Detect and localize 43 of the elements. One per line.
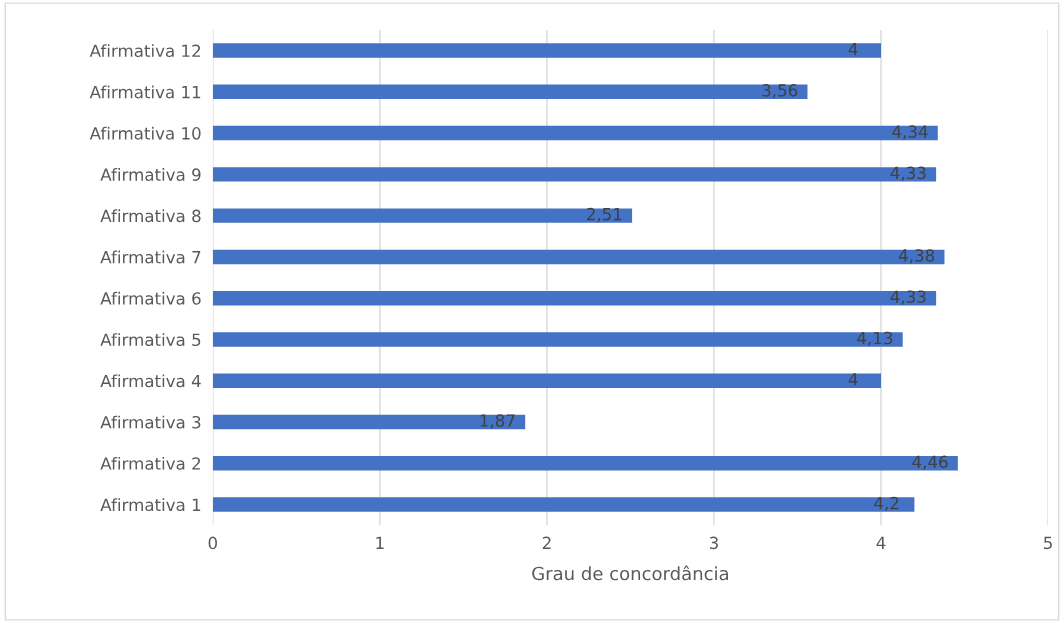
bar: [212, 208, 633, 223]
data-label: 3,56: [762, 84, 798, 99]
bar: [212, 414, 526, 430]
data-label: 4,46: [912, 455, 948, 470]
y-tick-label: Afirmativa 8: [100, 209, 201, 223]
x-tick-label: 1: [376, 536, 384, 549]
data-label: 4,33: [890, 290, 926, 305]
x-tick-label: 4: [876, 536, 886, 549]
y-tick-label: Afirmativa 9: [100, 168, 201, 181]
data-label: 4,2: [874, 496, 899, 512]
data-label: 4: [848, 373, 858, 386]
x-tick-label: 2: [542, 536, 551, 549]
bar: [212, 249, 945, 265]
y-tick-label: Afirmativa 7: [100, 250, 201, 264]
bar: [212, 84, 808, 100]
y-tick-label: Afirmativa 4: [100, 374, 201, 388]
data-label: 1,87: [480, 414, 515, 429]
x-tick-label: 3: [709, 536, 718, 550]
y-tick-label: Afirmativa 11: [89, 85, 201, 99]
bar: [212, 373, 881, 388]
bar: [212, 43, 881, 58]
y-tick-label: Afirmativa 3: [100, 415, 201, 429]
x-tick-label: 5: [1044, 536, 1052, 550]
data-label: 4,34: [892, 125, 928, 140]
bar: [212, 167, 937, 182]
bar: [212, 332, 903, 347]
y-tick-label: Afirmativa 12: [89, 44, 201, 58]
bar: [212, 456, 958, 471]
y-tick-label: Afirmativa 10: [89, 126, 201, 140]
data-label: 2,51: [586, 207, 622, 223]
bar: [212, 290, 937, 306]
x-axis-title: Grau de concordância: [532, 565, 728, 581]
y-tick-label: Afirmativa 1: [100, 498, 201, 512]
data-label: 4: [848, 42, 858, 56]
bar: [212, 125, 938, 141]
data-label: 4,33: [890, 166, 926, 181]
y-tick-label: Afirmativa 5: [100, 333, 201, 347]
y-tick-label: Afirmativa 2: [100, 456, 201, 470]
bar: [212, 497, 915, 512]
data-label: 4,38: [898, 249, 935, 264]
x-tick-label: 0: [208, 536, 217, 550]
data-label: 4,13: [857, 331, 893, 346]
y-tick-label: Afirmativa 6: [100, 291, 201, 305]
